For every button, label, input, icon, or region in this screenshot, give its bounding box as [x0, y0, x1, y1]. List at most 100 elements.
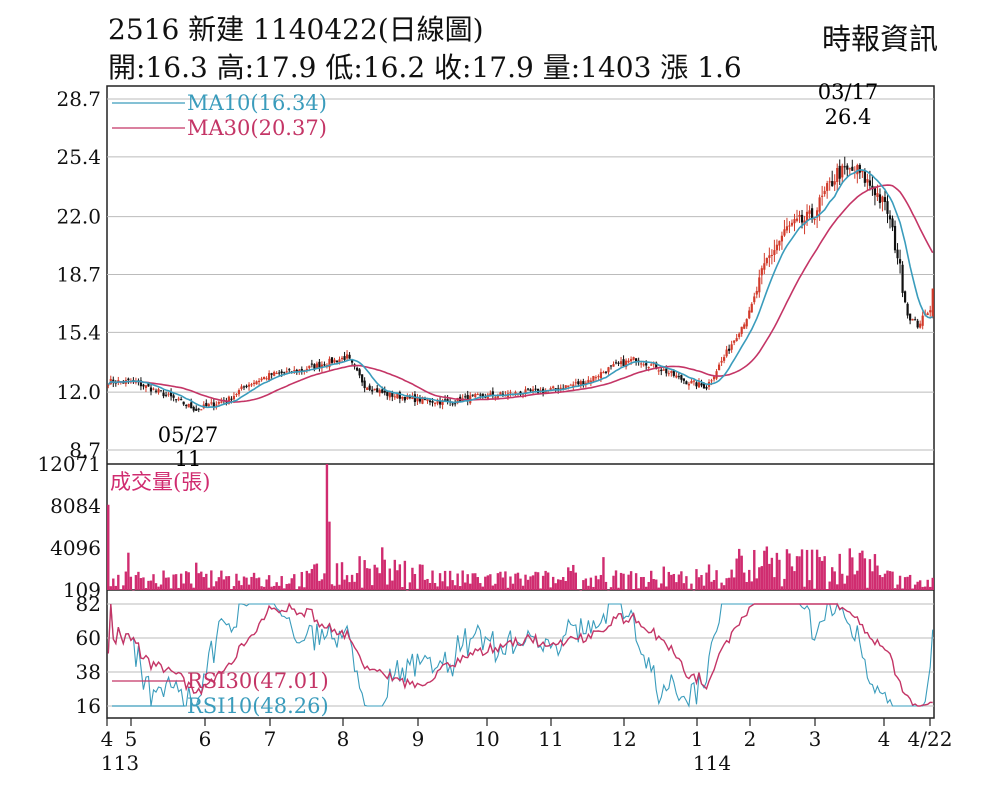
volume-bar	[290, 578, 293, 590]
volume-bar	[599, 574, 603, 590]
candle-body	[652, 363, 655, 365]
candle-body	[579, 381, 582, 387]
candle-body	[554, 388, 557, 390]
volume-bar	[727, 577, 731, 590]
candle-body	[333, 359, 336, 363]
volume-bar	[627, 574, 630, 590]
candle-body	[416, 396, 419, 402]
volume-bar	[833, 571, 836, 590]
x-month-label: 2	[744, 727, 757, 751]
candle-body	[441, 400, 444, 405]
rsi10-legend-label: RSI10(48.26)	[187, 694, 329, 718]
rsi30-line	[107, 602, 933, 707]
volume-bar	[167, 577, 170, 590]
volume-bar	[876, 565, 879, 590]
volume-bar	[433, 582, 437, 590]
volume-bar	[773, 577, 776, 590]
volume-bar	[365, 568, 369, 590]
volume-bar	[856, 570, 859, 590]
candle-body	[526, 388, 530, 390]
volume-bar	[589, 577, 593, 590]
candle-body	[574, 382, 577, 384]
candle-body	[361, 374, 364, 383]
candle-body	[300, 368, 303, 371]
volume-bar	[501, 577, 505, 590]
candle-body	[436, 401, 439, 404]
volume-bar	[572, 564, 575, 590]
volume-bar	[541, 575, 545, 590]
volume-bar	[778, 559, 781, 590]
volume-bar	[476, 577, 479, 590]
volume-bar	[355, 573, 359, 590]
volume-bar	[760, 566, 764, 590]
volume-bar	[687, 588, 691, 590]
volume-bar	[117, 574, 120, 590]
volume-bar	[386, 584, 389, 590]
volume-bar	[619, 572, 623, 590]
candle-body	[808, 210, 811, 214]
candle-body	[785, 226, 789, 231]
volume-bar	[825, 589, 829, 590]
candle-body	[433, 403, 437, 405]
candle-body	[607, 367, 610, 373]
candle-body	[805, 211, 809, 221]
candle-body	[278, 372, 281, 374]
volume-bar	[255, 578, 258, 590]
candle-body	[861, 170, 864, 173]
candle-body	[426, 399, 429, 402]
candle-body	[200, 409, 203, 411]
candle-body	[888, 215, 892, 220]
x-year-label: 114	[693, 751, 731, 775]
volume-bar	[519, 578, 522, 590]
x-month-label: 4	[101, 727, 114, 751]
volume-bar	[612, 575, 615, 590]
volume-bar	[536, 572, 540, 590]
candle-body	[567, 385, 570, 387]
volume-bar	[793, 571, 796, 590]
candle-body	[235, 394, 238, 396]
volume-bar	[398, 564, 402, 590]
candle-body	[177, 398, 180, 400]
volume-bar	[338, 584, 341, 590]
volume-bar	[277, 585, 281, 590]
candle-body	[298, 369, 301, 372]
volume-bar	[587, 585, 590, 590]
plot-frame	[106, 85, 935, 719]
chart-title: 2516 新建 1140422(日線圖)	[108, 13, 484, 46]
volume-bar	[800, 549, 804, 590]
volume-bar	[921, 586, 924, 590]
candle-body	[491, 391, 494, 397]
candle-body	[780, 235, 784, 242]
volume-bar	[421, 564, 424, 590]
candle-body	[619, 361, 623, 365]
candle-body	[343, 356, 346, 360]
candle-body	[356, 367, 359, 371]
volume-bar	[195, 562, 198, 590]
volume-bar	[237, 580, 241, 590]
volume-bar	[114, 585, 117, 590]
candle-body	[660, 369, 663, 372]
candle-body	[640, 363, 643, 365]
candle-body	[265, 378, 268, 380]
volume-bar	[680, 571, 683, 590]
candle-body	[748, 310, 751, 319]
candle-body	[655, 362, 658, 370]
volume-bar	[428, 582, 432, 590]
candle-body	[169, 391, 173, 397]
candle-body	[604, 371, 608, 373]
volume-bar	[373, 564, 376, 590]
candle-body	[252, 382, 256, 384]
candle-body	[185, 405, 188, 407]
rsi-tick-label: 16	[76, 694, 101, 718]
candle-body	[881, 196, 884, 203]
candle-body	[712, 376, 716, 380]
candle-body	[622, 359, 625, 367]
volume-tick-label: 109	[63, 578, 101, 602]
candle-body	[642, 364, 645, 366]
candle-body	[738, 333, 741, 338]
candle-body	[700, 383, 703, 386]
volume-bar	[614, 570, 618, 590]
volume-bar	[642, 576, 645, 590]
volume-bar	[743, 572, 746, 590]
volume-bar	[225, 576, 228, 590]
